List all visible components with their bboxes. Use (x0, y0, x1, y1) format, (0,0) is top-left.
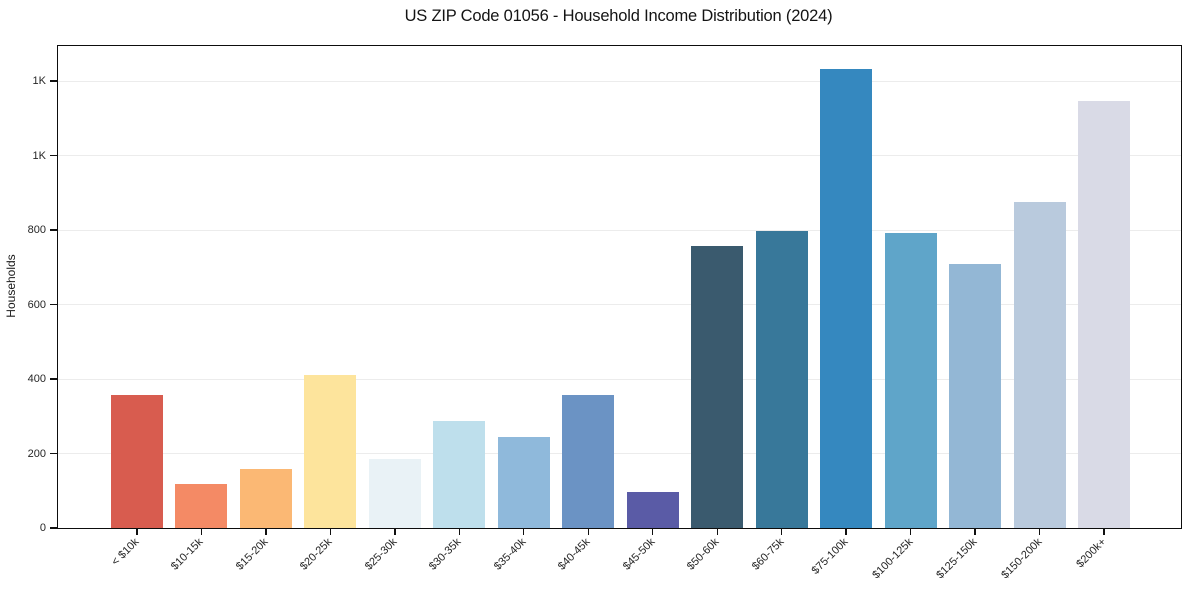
x-tick-mark (909, 528, 912, 535)
plot-area: 0 200 400 600 800 1K 1K < $10k $10-15k $15-20k $20… (28, 45, 1182, 581)
gridline (58, 229, 1181, 231)
bar-10-15k (175, 484, 228, 528)
bar-45-50k (626, 491, 679, 528)
x-tick-mark (200, 528, 203, 535)
x-tick-mark (1038, 528, 1041, 535)
gridline (58, 378, 1181, 380)
bar-50-60k (691, 246, 744, 528)
bar-10k (111, 395, 163, 528)
gridline (58, 304, 1181, 306)
x-tick-mark (845, 528, 847, 535)
y-tick-mark (50, 80, 57, 82)
x-tick-mark (136, 528, 138, 535)
x-tick-mark (523, 528, 525, 535)
x-tick-mark (265, 528, 267, 535)
y-tick-label: 800 (27, 224, 46, 237)
x-tick-mark (652, 528, 654, 535)
bar-15-20k (239, 469, 292, 528)
bar-25-30k (368, 459, 421, 528)
y-tick-mark (50, 303, 57, 306)
x-tick-mark (974, 528, 976, 535)
y-tick-label: 1K (32, 75, 46, 88)
y-tick-label: 200 (27, 447, 46, 460)
bar-200k (1078, 101, 1130, 528)
bar-100-125k (884, 232, 937, 528)
x-tick-mark (1103, 528, 1105, 535)
bar-125-150k (949, 263, 1002, 528)
x-tick-mark (458, 528, 460, 535)
x-tick-mark (329, 528, 332, 535)
bar-35-40k (497, 437, 550, 528)
bar-150-200k (1013, 202, 1066, 528)
y-tick-label: 600 (27, 298, 46, 311)
gridline (58, 80, 1181, 82)
y-tick-mark (50, 378, 57, 380)
y-tick-label: 0 (39, 522, 46, 534)
x-tick-mark (781, 528, 783, 535)
bar-40-45k (562, 395, 615, 528)
bar-20-25k (304, 374, 357, 528)
y-tick-mark (50, 229, 57, 231)
y-tick-mark (50, 154, 57, 157)
y-tick-mark (50, 452, 57, 455)
x-tick-label: < $10k (109, 536, 142, 569)
chart-title: US ZIP Code 01056 - Household Income Dis… (404, 7, 833, 25)
bar-75-100k (820, 69, 873, 528)
x-tick-mark (587, 528, 589, 535)
bar-30-35k (433, 421, 486, 528)
x-tick-mark (716, 528, 718, 535)
gridline (58, 453, 1181, 455)
gridline (58, 155, 1181, 157)
y-tick-label: 400 (27, 373, 46, 386)
bar-60-75k (755, 231, 808, 528)
x-tick-mark (394, 528, 396, 535)
y-tick-label: 1K (32, 149, 46, 162)
y-tick-mark (50, 527, 57, 529)
